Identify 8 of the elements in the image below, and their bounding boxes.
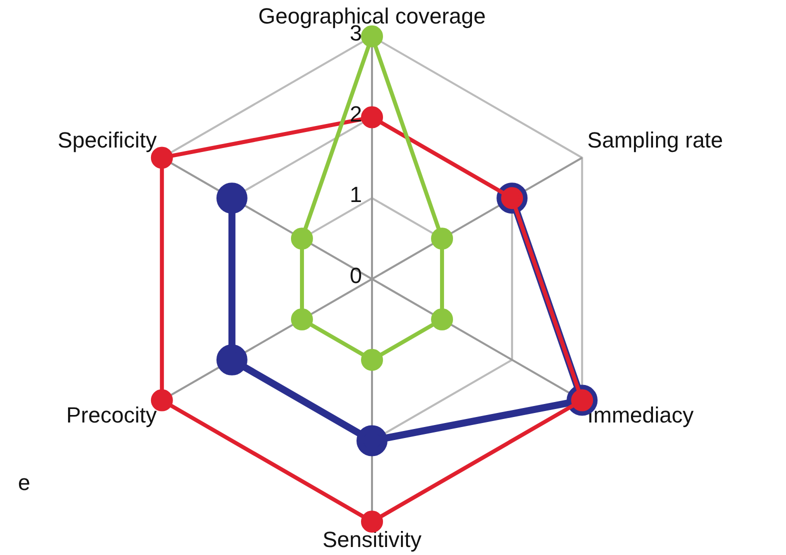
y-tick-label: 1 <box>350 182 362 208</box>
spoke-label: Specificity <box>58 128 157 153</box>
spoke-label: Immediacy <box>587 402 694 428</box>
y-tick-label: 0 <box>350 263 362 288</box>
spoke-label: Sensitivity <box>322 526 422 552</box>
spoke-label: Sampling rate <box>587 128 724 153</box>
text: e <box>18 470 30 495</box>
spoke-label: Precocity <box>66 402 157 428</box>
